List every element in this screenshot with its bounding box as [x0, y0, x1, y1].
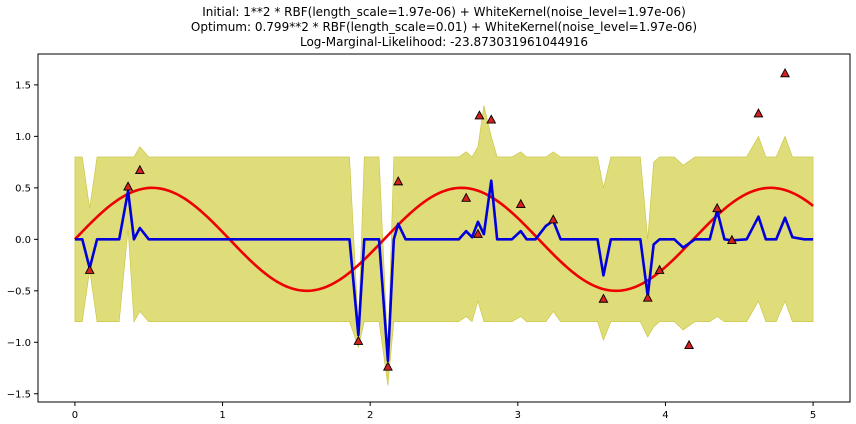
observation-point	[780, 68, 790, 78]
observation-point	[461, 192, 472, 202]
x-tick-label: 2	[367, 410, 373, 421]
x-tick-label: 3	[515, 410, 521, 421]
observation-point	[84, 264, 95, 274]
observation-point	[382, 361, 393, 371]
observation-point	[753, 108, 764, 118]
observation-point	[654, 264, 665, 274]
chart-title-line-3: Log-Marginal-Likelihood: -23.87303196104…	[300, 35, 588, 49]
observation-markers	[84, 68, 790, 371]
observation-point	[598, 293, 609, 303]
observation-point	[353, 335, 364, 345]
y-tick-label: −0.5	[7, 286, 31, 297]
observation-point	[123, 181, 134, 191]
observation-point	[134, 164, 145, 174]
observation-point	[486, 114, 497, 124]
chart-title: Initial: 1**2 * RBF(length_scale=1.97e-0…	[191, 5, 697, 49]
confidence-band	[74, 105, 814, 386]
observation-point	[684, 339, 695, 350]
observation-point	[548, 214, 559, 224]
observation-point	[712, 202, 723, 213]
x-tick-label: 0	[72, 410, 78, 421]
chart-title-line-2: Optimum: 0.799**2 * RBF(length_scale=0.0…	[191, 20, 697, 34]
y-tick-label: 1.0	[15, 132, 31, 143]
observation-point	[515, 198, 526, 208]
plot-frame	[37, 53, 851, 403]
x-tick-label: 5	[810, 410, 816, 421]
observation-point	[393, 176, 404, 186]
observation-point	[726, 234, 737, 245]
observation-point	[642, 292, 653, 302]
y-tick-label: 1.5	[15, 80, 31, 91]
observation-point	[474, 110, 485, 120]
observation-point	[473, 228, 483, 238]
x-axis: 0 1 2 3 4 5	[72, 402, 816, 421]
y-tick-label: 0.0	[15, 235, 31, 246]
y-tick-label: −1.5	[7, 389, 31, 400]
posterior-mean-line	[74, 179, 814, 363]
x-tick-label: 1	[219, 410, 225, 421]
chart-title-line-1: Initial: 1**2 * RBF(length_scale=1.97e-0…	[202, 5, 686, 19]
y-tick-label: 0.5	[15, 183, 31, 194]
y-tick-label: −1.0	[7, 338, 31, 349]
x-tick-label: 4	[662, 410, 668, 421]
y-axis: −1.5 −1.0 −0.5 0.0 0.5 1.0 1.5	[7, 80, 38, 400]
